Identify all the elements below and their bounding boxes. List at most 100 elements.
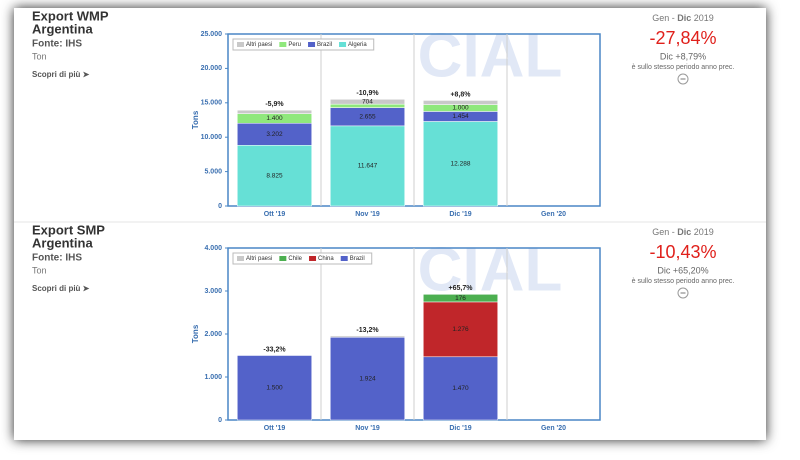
value-label: 2.655 — [359, 113, 376, 120]
unit: Ton — [32, 51, 47, 61]
legend-swatch — [237, 256, 244, 261]
legend-label: Algeria — [348, 42, 367, 48]
bar-annotation: -13,2% — [356, 327, 379, 334]
y-tick-label: 4.000 — [204, 245, 222, 252]
bar-segment — [423, 121, 498, 207]
value-label: 1.500 — [266, 384, 283, 391]
title: Export WMP — [32, 8, 109, 23]
legend-swatch — [279, 256, 287, 261]
bar-annotation: +8,8% — [450, 91, 471, 98]
period-part: Dic — [677, 227, 691, 237]
legend-swatch — [279, 42, 287, 47]
note: è sullo stesso periodo anno prec. — [632, 278, 735, 285]
bar-segment — [237, 355, 312, 421]
note: è sullo stesso periodo anno prec. — [632, 64, 735, 71]
month-change: Dic +8,79% — [660, 51, 706, 61]
bar-segment — [423, 100, 498, 105]
change: -27,84% — [649, 28, 716, 48]
period: Gen - Dic 2019 — [652, 227, 714, 237]
bar-annotation: -5,9% — [265, 101, 284, 108]
period-part: 2019 — [694, 13, 714, 23]
value-label: 12.288 — [451, 160, 471, 167]
bar-segment — [330, 335, 405, 338]
legend-label: Altri paesi — [246, 42, 272, 48]
value-label: 1.454 — [452, 113, 469, 120]
bar-segment — [237, 145, 312, 207]
y-tick-label: 5.000 — [204, 168, 222, 175]
period-part: Gen - — [652, 13, 675, 23]
link[interactable]: Scopri di più ➤ — [32, 70, 90, 79]
period-part: Gen - — [652, 227, 675, 237]
y-tick-label: 2.000 — [204, 331, 222, 338]
x-tick-label: Ott '19 — [264, 425, 286, 432]
y-tick-label: 10.000 — [201, 134, 223, 141]
legend-swatch — [308, 42, 316, 47]
value-label: 3.202 — [266, 131, 283, 138]
x-tick-label: Dic '19 — [449, 425, 471, 432]
bar-segment — [330, 125, 405, 207]
bar-segment — [423, 301, 498, 358]
bar-segment — [330, 99, 405, 105]
bar-annotation: +65,7% — [449, 285, 474, 292]
x-tick-label: Ott '19 — [264, 211, 286, 218]
value-label: 1.000 — [452, 105, 469, 112]
legend-swatch — [309, 256, 317, 261]
title: Argentina — [32, 235, 93, 250]
legend-label: Altri paesi — [246, 256, 272, 262]
value-label: 1.276 — [452, 326, 469, 333]
period: Gen - Dic 2019 — [652, 13, 714, 23]
bar-segment — [237, 109, 312, 114]
link[interactable]: Scopri di più ➤ — [32, 284, 90, 293]
x-tick-label: Nov '19 — [355, 211, 380, 218]
bar-segment — [423, 294, 498, 303]
change: -10,43% — [649, 242, 716, 262]
y-tick-label: 1.000 — [204, 374, 222, 381]
value-label: 176 — [455, 295, 466, 302]
legend-box — [232, 252, 373, 265]
watermark: CIAL — [418, 235, 563, 304]
x-tick-label: Gen '20 — [541, 211, 566, 218]
bar-segment — [423, 356, 498, 421]
value-label: 1.924 — [359, 375, 376, 382]
legend-label: China — [318, 256, 334, 262]
bar-segment — [330, 337, 405, 421]
source: Fonte: IHS — [32, 253, 82, 264]
title: Argentina — [32, 21, 93, 36]
month-change: Dic +65,20% — [657, 265, 708, 275]
y-axis-label: Tons — [191, 110, 200, 129]
bar-annotation: -10,9% — [356, 90, 379, 97]
period-part: Dic — [677, 13, 691, 23]
watermark: CIAL — [418, 21, 563, 90]
period-part: 2019 — [694, 227, 714, 237]
y-tick-label: 3.000 — [204, 288, 222, 295]
legend-swatch — [237, 42, 244, 47]
y-tick-label: 20.000 — [201, 65, 223, 72]
legend: Altri paesi Chile China Brazil — [232, 252, 373, 265]
x-tick-label: Gen '20 — [541, 425, 566, 432]
value-label: 8.825 — [266, 172, 283, 179]
x-tick-label: Dic '19 — [449, 211, 471, 218]
title: Export SMP — [32, 222, 105, 237]
legend-label: Brazil — [350, 256, 365, 262]
legend: Altri paesi Peru Brazil Algeria — [232, 38, 375, 51]
y-tick-label: 0 — [218, 203, 222, 210]
unit: Ton — [32, 265, 47, 275]
x-tick-label: Nov '19 — [355, 425, 380, 432]
y-tick-label: 0 — [218, 417, 222, 424]
legend-swatch — [340, 256, 348, 261]
legend-label: Peru — [288, 42, 301, 48]
legend-box — [232, 38, 375, 51]
y-tick-label: 15.000 — [201, 100, 223, 107]
legend-swatch — [339, 42, 347, 47]
legend-label: Chile — [288, 256, 302, 262]
value-label: 1.400 — [266, 115, 283, 122]
source: Fonte: IHS — [32, 39, 82, 50]
bar-annotation: -33,2% — [263, 346, 286, 353]
legend-label: Brazil — [317, 42, 332, 48]
y-axis-label: Tons — [191, 324, 200, 343]
value-label: 11.647 — [358, 163, 378, 170]
value-label: 704 — [362, 98, 373, 105]
value-label: 1.470 — [452, 385, 469, 392]
y-tick-label: 25.000 — [201, 31, 223, 38]
